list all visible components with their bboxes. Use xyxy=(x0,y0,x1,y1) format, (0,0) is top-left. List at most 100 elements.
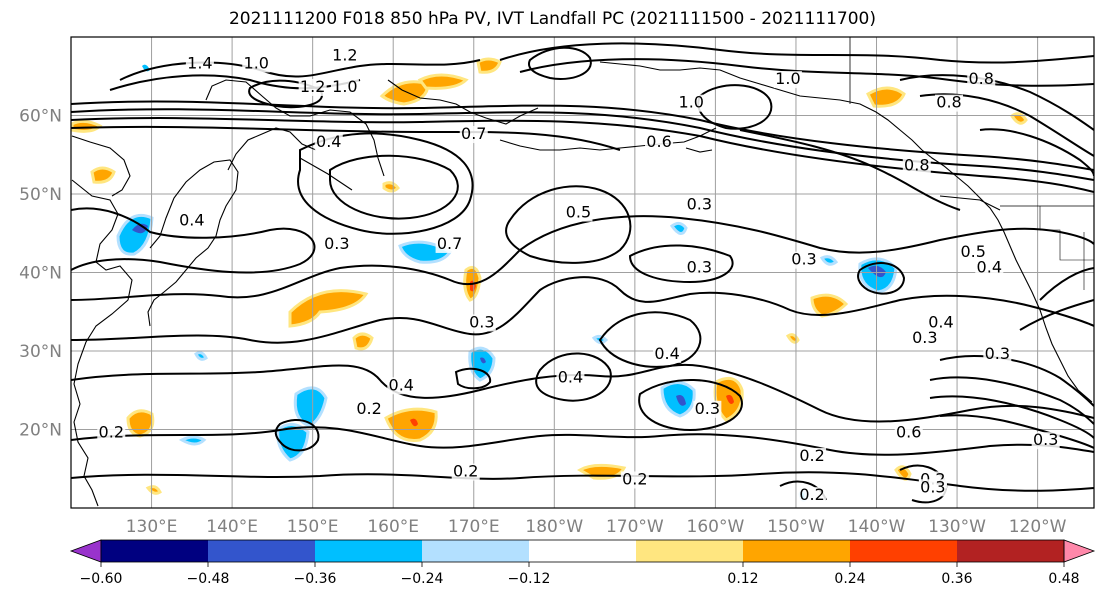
contour-label: 0.3 xyxy=(1033,430,1058,449)
lon-tick-label: 150°E xyxy=(287,517,339,537)
contour-label: 0.5 xyxy=(960,242,985,261)
contour-label-bg xyxy=(653,345,682,363)
pv-contour xyxy=(71,207,316,274)
lon-tick-label: 140°E xyxy=(206,517,258,537)
shade-positive xyxy=(476,57,502,74)
colorbar-extend-high xyxy=(1063,539,1096,563)
contour-label-bg xyxy=(467,314,496,332)
pv-contour xyxy=(297,132,474,235)
pv-contour xyxy=(857,262,906,295)
contour-label-bg xyxy=(242,55,271,73)
lon-tick-label: 120°W xyxy=(1009,517,1067,537)
lon-tick-label: 140°W xyxy=(848,517,906,537)
contour-label-bg xyxy=(355,400,384,418)
pv-contour xyxy=(71,100,1094,171)
colorbar-segment xyxy=(636,540,744,562)
contour-label: 0.6 xyxy=(646,132,671,151)
colorbar-segment xyxy=(315,540,423,562)
pv-contour xyxy=(697,84,773,130)
contour-label: 0.4 xyxy=(179,210,204,229)
contour-label-bg xyxy=(459,126,488,144)
shade-positive xyxy=(1009,112,1028,125)
contour-label: 0.2 xyxy=(799,485,824,504)
gridlines xyxy=(71,37,1094,508)
pv-contour xyxy=(919,93,1094,157)
shade-negative xyxy=(676,395,686,406)
shade-positive xyxy=(417,73,469,90)
contour-label: 0.7 xyxy=(437,234,462,253)
coastline xyxy=(939,195,1001,211)
contour-label: 0.4 xyxy=(316,132,341,151)
lon-tick-label: 180°W xyxy=(525,517,583,537)
shade-positive xyxy=(90,166,116,184)
colorbar-segment xyxy=(743,540,851,562)
pv-contour xyxy=(71,426,1094,456)
contour-label-bg xyxy=(387,377,416,395)
pv-contour xyxy=(535,352,612,402)
lat-tick-label: 20°N xyxy=(19,421,62,441)
lon-tick-label: 130°W xyxy=(928,517,986,537)
pv-contour xyxy=(71,471,1094,492)
contour-label: 0.4 xyxy=(977,258,1002,277)
pv-contour xyxy=(929,395,1094,439)
contour-label-bg xyxy=(620,471,649,489)
contour-label-bg xyxy=(935,94,964,112)
contour-label-bg xyxy=(1031,432,1060,450)
colorbar xyxy=(69,539,1096,563)
coastline xyxy=(227,127,317,171)
contour-label: 1.0 xyxy=(679,93,704,112)
contour-label-bg xyxy=(645,133,674,151)
colorbar-segment xyxy=(422,540,530,562)
colorbar-tick-label: 0.24 xyxy=(834,571,865,587)
contour-label: 0.4 xyxy=(654,344,679,363)
lat-tick-label: 40°N xyxy=(19,264,62,284)
contour-label-bg xyxy=(677,94,706,112)
coastlines xyxy=(71,37,1094,507)
contour-label: 0.2 xyxy=(799,446,824,465)
contour-label-bg xyxy=(693,400,722,418)
contour-label: 0.3 xyxy=(985,344,1010,363)
colorbar-segment xyxy=(101,540,209,562)
contour-label: 0.3 xyxy=(791,250,816,269)
shade-negative xyxy=(819,255,839,266)
lon-tick-label: 150°W xyxy=(767,517,825,537)
contour-label-bg xyxy=(975,259,1004,277)
pv-contour xyxy=(454,367,492,390)
contour-label: 0.4 xyxy=(558,367,583,386)
pv-contour xyxy=(939,355,1094,407)
colorbar-frame xyxy=(100,539,1065,563)
pv-contour xyxy=(979,128,1094,177)
shade-positive xyxy=(126,409,155,438)
pv-contour xyxy=(329,154,459,220)
contour-label: 0.7 xyxy=(461,124,486,143)
contour-label-bg xyxy=(790,251,819,269)
border xyxy=(1039,206,1094,261)
contour-label-bg xyxy=(798,487,827,505)
contour-label: 0.2 xyxy=(356,399,381,418)
shade-positive xyxy=(726,394,734,404)
contour-label: 0.3 xyxy=(687,195,712,214)
map-frame xyxy=(70,36,1095,509)
lat-tick-label: 50°N xyxy=(19,185,62,205)
contour-label: 0.3 xyxy=(324,234,349,253)
colorbar-tick-label: 0.36 xyxy=(941,571,972,587)
contour-label: 1.0 xyxy=(332,77,357,96)
shade-positive xyxy=(71,119,103,133)
colorbar-tick-label: −0.24 xyxy=(401,571,444,587)
contour-label: 1.0 xyxy=(775,69,800,88)
contour-label: 0.2 xyxy=(622,469,647,488)
contour-label-bg xyxy=(435,235,464,253)
shade-negative xyxy=(178,435,207,446)
shade-positive xyxy=(382,181,400,193)
coastline xyxy=(599,61,1093,403)
pv-contours xyxy=(71,42,1094,504)
contour-label-bg xyxy=(685,259,714,277)
pv-contour xyxy=(528,46,592,80)
contour-label: 0.4 xyxy=(928,312,953,331)
shade-negative xyxy=(132,223,148,234)
contour-label: 1.2 xyxy=(332,46,357,65)
pv-contour xyxy=(274,419,320,452)
contour-label: 0.2 xyxy=(453,462,478,481)
contour-label-bg xyxy=(902,157,931,175)
